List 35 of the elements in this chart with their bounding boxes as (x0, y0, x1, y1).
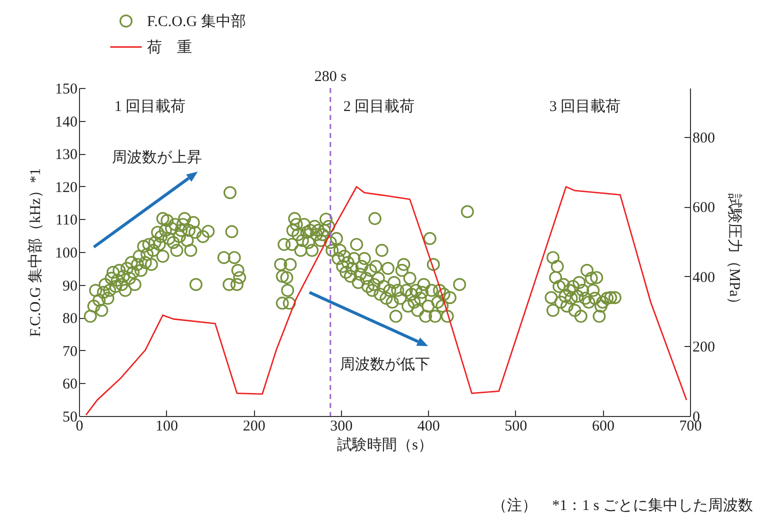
annotation: 3 回目載荷 (549, 98, 621, 115)
x-tick-label: 600 (592, 418, 614, 434)
x-tick-label: 500 (504, 418, 528, 434)
x-tick-label: 300 (330, 418, 353, 434)
y2-tick-label: 600 (692, 200, 715, 216)
y-tick-label: 130 (55, 147, 78, 164)
y2-tick-label: 800 (692, 130, 715, 146)
x-axis-title: 試験時間（s） (337, 436, 433, 454)
text: （注） *1：1 s ごとに集中した周波数 (492, 497, 753, 514)
y-tick-label: 100 (55, 246, 78, 262)
annotation: 周波数が上昇 (112, 149, 202, 166)
x-tick-label: 400 (417, 418, 440, 434)
y-tick-label: 90 (62, 278, 78, 294)
y-tick-label: 70 (62, 344, 78, 360)
x-tick-label: 0 (76, 418, 84, 434)
y-tick-label: 110 (56, 212, 78, 229)
x-tick-label: 100 (156, 418, 178, 434)
y-tick-label: 140 (55, 114, 78, 130)
y-tick-label: 150 (55, 82, 78, 98)
y-tick-label: 60 (62, 376, 78, 393)
y2-tick-label: 400 (692, 270, 715, 286)
x-tick-label: 200 (242, 418, 266, 434)
annotation: 1 回目載荷 (114, 98, 186, 115)
annotation: 2 回目載荷 (343, 98, 415, 115)
annotation: 周波数が低下 (340, 356, 430, 373)
y2-tick-label: 200 (692, 340, 715, 356)
y-axis-title: F.C.O.G 集中部（kHz）*1 (27, 168, 44, 337)
line-series (85, 186, 688, 416)
y-tick-label: 120 (55, 180, 78, 196)
y-tick-label: 80 (62, 311, 78, 328)
y-tick-label: 50 (62, 410, 78, 426)
y2-axis-title: 試験圧力（MPa） (726, 193, 743, 312)
legend-label: F.C.O.G 集中部 (147, 13, 246, 30)
legend-label: 荷 重 (147, 39, 192, 56)
ref-line-label: 280 s (314, 69, 347, 85)
